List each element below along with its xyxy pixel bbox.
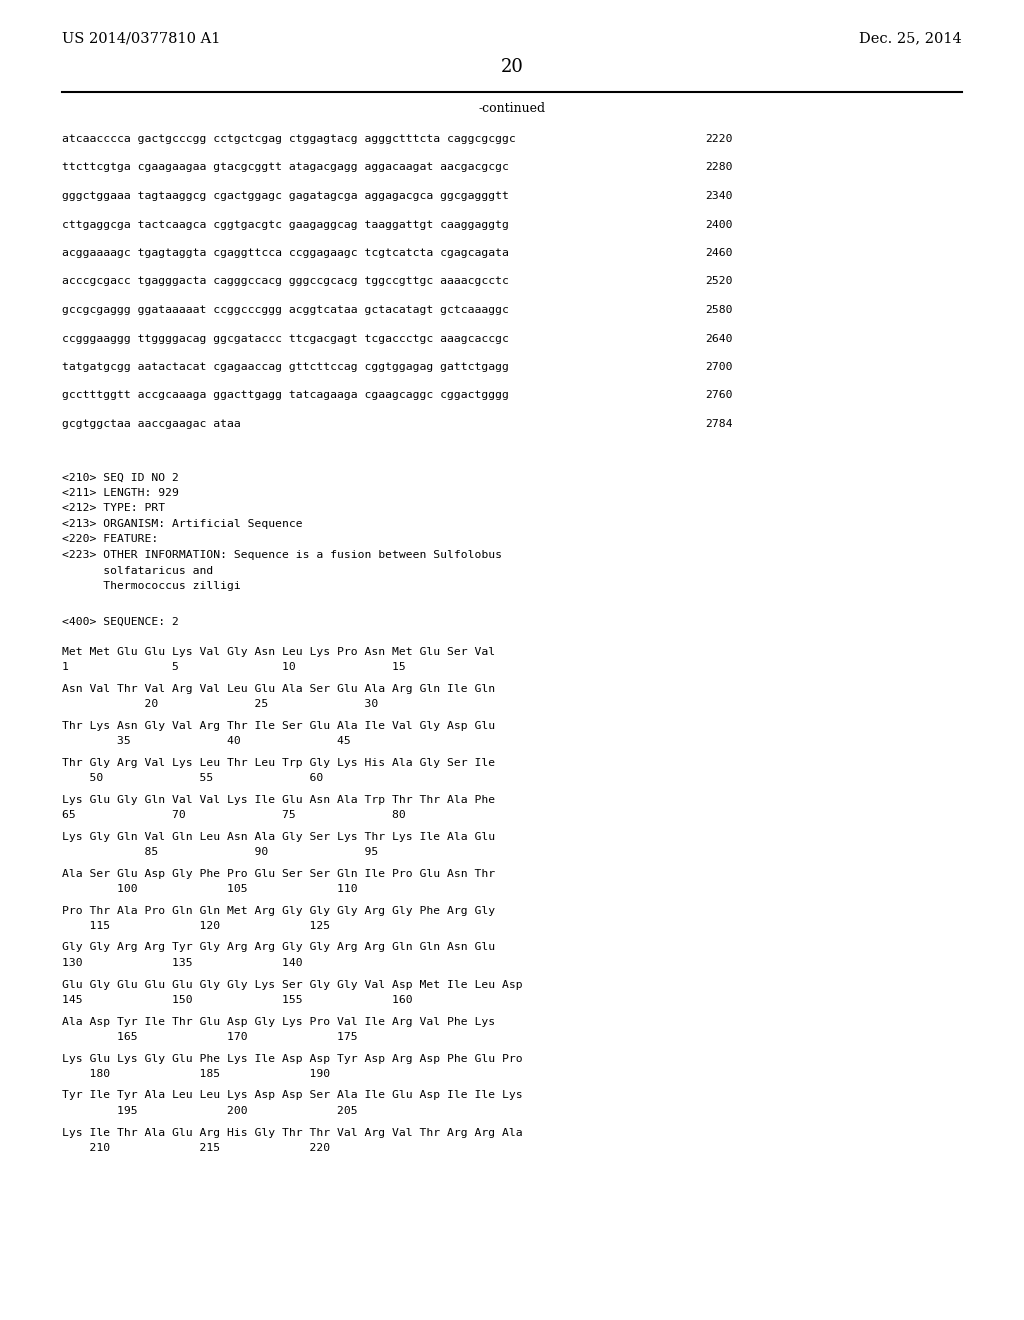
Text: 180             185             190: 180 185 190 [62,1069,330,1078]
Text: Asn Val Thr Val Arg Val Leu Glu Ala Ser Glu Ala Arg Gln Ile Gln: Asn Val Thr Val Arg Val Leu Glu Ala Ser … [62,684,496,693]
Text: 130             135             140: 130 135 140 [62,958,303,968]
Text: ccgggaaggg ttggggacag ggcgataccc ttcgacgagt tcgaccctgc aaagcaccgc: ccgggaaggg ttggggacag ggcgataccc ttcgacg… [62,334,509,343]
Text: 2280: 2280 [705,162,732,173]
Text: Pro Thr Ala Pro Gln Gln Met Arg Gly Gly Gly Arg Gly Phe Arg Gly: Pro Thr Ala Pro Gln Gln Met Arg Gly Gly … [62,906,496,916]
Text: <211> LENGTH: 929: <211> LENGTH: 929 [62,488,179,498]
Text: 2220: 2220 [705,135,732,144]
Text: gcctttggtt accgcaaaga ggacttgagg tatcagaaga cgaagcaggc cggactgggg: gcctttggtt accgcaaaga ggacttgagg tatcaga… [62,391,509,400]
Text: Met Met Glu Glu Lys Val Gly Asn Leu Lys Pro Asn Met Glu Ser Val: Met Met Glu Glu Lys Val Gly Asn Leu Lys … [62,647,496,656]
Text: gcgtggctaa aaccgaagac ataa: gcgtggctaa aaccgaagac ataa [62,418,241,429]
Text: gccgcgaggg ggataaaaat ccggcccggg acggtcataa gctacatagt gctcaaaggc: gccgcgaggg ggataaaaat ccggcccggg acggtca… [62,305,509,315]
Text: 2760: 2760 [705,391,732,400]
Text: 115             120             125: 115 120 125 [62,921,330,931]
Text: <400> SEQUENCE: 2: <400> SEQUENCE: 2 [62,616,179,627]
Text: solfataricus and: solfataricus and [62,565,213,576]
Text: 65              70              75              80: 65 70 75 80 [62,810,406,820]
Text: Glu Gly Glu Glu Glu Gly Gly Lys Ser Gly Gly Val Asp Met Ile Leu Asp: Glu Gly Glu Glu Glu Gly Gly Lys Ser Gly … [62,979,522,990]
Text: 2784: 2784 [705,418,732,429]
Text: Thr Lys Asn Gly Val Arg Thr Ile Ser Glu Ala Ile Val Gly Asp Glu: Thr Lys Asn Gly Val Arg Thr Ile Ser Glu … [62,721,496,730]
Text: 2460: 2460 [705,248,732,257]
Text: Tyr Ile Tyr Ala Leu Leu Lys Asp Asp Ser Ala Ile Glu Asp Ile Ile Lys: Tyr Ile Tyr Ala Leu Leu Lys Asp Asp Ser … [62,1090,522,1101]
Text: 2580: 2580 [705,305,732,315]
Text: Lys Ile Thr Ala Glu Arg His Gly Thr Thr Val Arg Val Thr Arg Arg Ala: Lys Ile Thr Ala Glu Arg His Gly Thr Thr … [62,1127,522,1138]
Text: <213> ORGANISM: Artificial Sequence: <213> ORGANISM: Artificial Sequence [62,519,303,529]
Text: Ala Asp Tyr Ile Thr Glu Asp Gly Lys Pro Val Ile Arg Val Phe Lys: Ala Asp Tyr Ile Thr Glu Asp Gly Lys Pro … [62,1016,496,1027]
Text: Thr Gly Arg Val Lys Leu Thr Leu Trp Gly Lys His Ala Gly Ser Ile: Thr Gly Arg Val Lys Leu Thr Leu Trp Gly … [62,758,496,767]
Text: Lys Glu Lys Gly Glu Phe Lys Ile Asp Asp Tyr Asp Arg Asp Phe Glu Pro: Lys Glu Lys Gly Glu Phe Lys Ile Asp Asp … [62,1053,522,1064]
Text: Lys Glu Gly Gln Val Val Lys Ile Glu Asn Ala Trp Thr Thr Ala Phe: Lys Glu Gly Gln Val Val Lys Ile Glu Asn … [62,795,496,804]
Text: 35              40              45: 35 40 45 [62,737,351,746]
Text: Dec. 25, 2014: Dec. 25, 2014 [859,30,962,45]
Text: Ala Ser Glu Asp Gly Phe Pro Glu Ser Ser Gln Ile Pro Glu Asn Thr: Ala Ser Glu Asp Gly Phe Pro Glu Ser Ser … [62,869,496,879]
Text: acccgcgacc tgagggacta cagggccacg gggccgcacg tggccgttgc aaaacgcctc: acccgcgacc tgagggacta cagggccacg gggccgc… [62,276,509,286]
Text: acggaaaagc tgagtaggta cgaggttcca ccggagaagc tcgtcatcta cgagcagata: acggaaaagc tgagtaggta cgaggttcca ccggaga… [62,248,509,257]
Text: 100             105             110: 100 105 110 [62,884,357,894]
Text: 85              90              95: 85 90 95 [62,847,378,857]
Text: atcaacccca gactgcccgg cctgctcgag ctggagtacg agggctttcta caggcgcggc: atcaacccca gactgcccgg cctgctcgag ctggagt… [62,135,516,144]
Text: ttcttcgtga cgaagaagaa gtacgcggtt atagacgagg aggacaagat aacgacgcgc: ttcttcgtga cgaagaagaa gtacgcggtt atagacg… [62,162,509,173]
Text: 2400: 2400 [705,219,732,230]
Text: 2640: 2640 [705,334,732,343]
Text: Thermococcus zilligi: Thermococcus zilligi [62,581,241,591]
Text: 2340: 2340 [705,191,732,201]
Text: tatgatgcgg aatactacat cgagaaccag gttcttccag cggtggagag gattctgagg: tatgatgcgg aatactacat cgagaaccag gttcttc… [62,362,509,372]
Text: 145             150             155             160: 145 150 155 160 [62,995,413,1005]
Text: Gly Gly Arg Arg Tyr Gly Arg Arg Gly Gly Arg Arg Gln Gln Asn Glu: Gly Gly Arg Arg Tyr Gly Arg Arg Gly Gly … [62,942,496,953]
Text: 195             200             205: 195 200 205 [62,1106,357,1115]
Text: <212> TYPE: PRT: <212> TYPE: PRT [62,503,165,513]
Text: <210> SEQ ID NO 2: <210> SEQ ID NO 2 [62,473,179,483]
Text: 2700: 2700 [705,362,732,372]
Text: 165             170             175: 165 170 175 [62,1032,357,1041]
Text: Lys Gly Gln Val Gln Leu Asn Ala Gly Ser Lys Thr Lys Ile Ala Glu: Lys Gly Gln Val Gln Leu Asn Ala Gly Ser … [62,832,496,842]
Text: cttgaggcga tactcaagca cggtgacgtc gaagaggcag taaggattgt caaggaggtg: cttgaggcga tactcaagca cggtgacgtc gaagagg… [62,219,509,230]
Text: 210             215             220: 210 215 220 [62,1143,330,1152]
Text: <220> FEATURE:: <220> FEATURE: [62,535,159,544]
Text: 2520: 2520 [705,276,732,286]
Text: 20              25              30: 20 25 30 [62,700,378,709]
Text: 1               5               10              15: 1 5 10 15 [62,663,406,672]
Text: <223> OTHER INFORMATION: Sequence is a fusion between Sulfolobus: <223> OTHER INFORMATION: Sequence is a f… [62,550,502,560]
Text: -continued: -continued [478,102,546,115]
Text: 50              55              60: 50 55 60 [62,774,324,783]
Text: 20: 20 [501,58,523,77]
Text: US 2014/0377810 A1: US 2014/0377810 A1 [62,30,220,45]
Text: gggctggaaa tagtaaggcg cgactggagc gagatagcga aggagacgca ggcgagggtt: gggctggaaa tagtaaggcg cgactggagc gagatag… [62,191,509,201]
